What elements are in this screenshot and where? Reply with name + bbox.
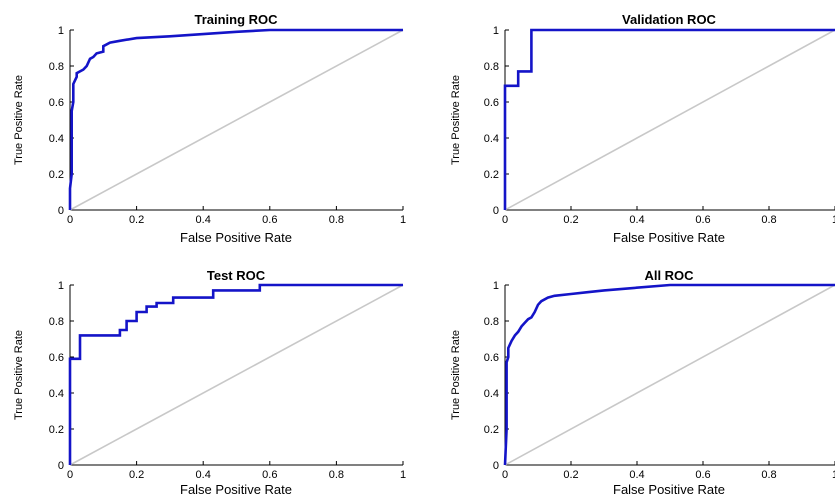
panel-test-roc: Test ROC False Positive Rate True Positi…: [13, 268, 292, 496]
x-tick-label: 1: [832, 469, 835, 481]
panel-validation-roc: Validation ROC False Positive Rate True …: [450, 12, 725, 245]
x-axis-label: False Positive Rate: [613, 230, 725, 245]
y-tick-label: 1: [493, 25, 499, 37]
roc-curve-line: [503, 28, 835, 210]
x-tick-label: 0: [502, 469, 508, 481]
x-tick-label: 0.8: [761, 214, 776, 226]
y-tick-label: 1: [493, 280, 499, 292]
x-axis-label: False Positive Rate: [613, 482, 725, 496]
x-axis-label: False Positive Rate: [180, 482, 292, 496]
panel-all-roc: All ROC False Positive Rate True Positiv…: [450, 268, 725, 496]
roc-curve-line: [503, 283, 835, 466]
chart-title: Test ROC: [207, 268, 266, 283]
x-tick-label: 0: [67, 214, 73, 226]
chart-title: Training ROC: [194, 12, 278, 27]
y-tick-label: 0: [58, 460, 64, 472]
plot-layer: 0 0.2 0.4 0.6 0.8 1 0 0.2 0.4 0.6 0.8 1 0 0.2 0.4 0.6 0.…: [49, 25, 835, 481]
y-tick-label: 0.2: [484, 424, 499, 436]
chart-title: Validation ROC: [622, 12, 717, 27]
y-tick-label: 1: [58, 25, 64, 37]
x-tick-label: 0.2: [563, 214, 578, 226]
x-tick-label: 0.8: [329, 469, 344, 481]
roc-curve-line: [68, 283, 403, 465]
x-tick-label: 0.6: [695, 214, 710, 226]
x-tick-label: 0.2: [129, 214, 144, 226]
y-tick-label: 0: [493, 460, 499, 472]
y-tick-label: 0.4: [484, 133, 499, 145]
chart-title: All ROC: [644, 268, 694, 283]
x-tick-label: 0.4: [629, 214, 644, 226]
y-axis-label: True Positive Rate: [450, 330, 462, 420]
y-axis-label: True Positive Rate: [13, 75, 25, 165]
y-tick-label: 0.2: [49, 424, 64, 436]
plot-area: 0 0.2 0.4 0.6 0.8 1 0 0.2 0.4 0.6 0.8 1: [49, 280, 406, 481]
x-tick-label: 0.2: [563, 469, 578, 481]
y-tick-label: 0.2: [484, 169, 499, 181]
x-tick-label: 0.8: [329, 214, 344, 226]
y-tick-label: 1: [58, 280, 64, 292]
x-tick-label: 0.6: [262, 469, 277, 481]
x-tick-label: 0.4: [196, 214, 211, 226]
x-axis-label: False Positive Rate: [180, 230, 292, 245]
y-tick-label: 0.6: [484, 97, 499, 109]
x-tick-label: 0.4: [629, 469, 644, 481]
x-tick-label: 0: [502, 214, 508, 226]
y-tick-label: 0.8: [484, 61, 499, 73]
y-tick-label: 0.6: [49, 352, 64, 364]
y-tick-label: 0.6: [484, 352, 499, 364]
y-tick-label: 0.8: [49, 316, 64, 328]
plot-area: 0 0.2 0.4 0.6 0.8 1 0 0.2 0.4 0.6 0.8 1: [49, 25, 406, 226]
plot-area: 0 0.2 0.4 0.6 0.8 1 0 0.2 0.4 0.6 0.8 1: [484, 280, 835, 481]
x-tick-label: 0.6: [695, 469, 710, 481]
x-tick-label: 1: [400, 469, 406, 481]
chance-diagonal-line: [504, 29, 835, 211]
y-tick-label: 0: [493, 205, 499, 217]
y-tick-label: 0.6: [49, 97, 64, 109]
y-axis-label: True Positive Rate: [450, 75, 462, 165]
chance-diagonal-line: [69, 29, 404, 211]
y-axis-label: True Positive Rate: [13, 330, 25, 420]
y-tick-label: 0.4: [484, 388, 499, 400]
roc-curve-line: [68, 28, 403, 210]
chance-diagonal-line: [504, 284, 835, 466]
y-tick-label: 0.2: [49, 169, 64, 181]
y-tick-label: 0.4: [49, 388, 64, 400]
plot-area: 0 0.2 0.4 0.6 0.8 1 0 0.2 0.4 0.6 0.8 1: [484, 25, 835, 226]
y-tick-label: 0.4: [49, 133, 64, 145]
x-tick-label: 0.8: [761, 469, 776, 481]
x-tick-label: 1: [400, 214, 406, 226]
y-tick-label: 0.8: [484, 316, 499, 328]
x-tick-label: 0: [67, 469, 73, 481]
y-tick-label: 0: [58, 205, 64, 217]
x-tick-label: 0.2: [129, 469, 144, 481]
x-tick-label: 1: [832, 214, 835, 226]
x-tick-label: 0.6: [262, 214, 277, 226]
y-tick-label: 0.8: [49, 61, 64, 73]
x-tick-label: 0.4: [196, 469, 211, 481]
panel-training-roc: Training ROC False Positive Rate True Po…: [13, 12, 292, 245]
chance-diagonal-line: [69, 284, 404, 466]
